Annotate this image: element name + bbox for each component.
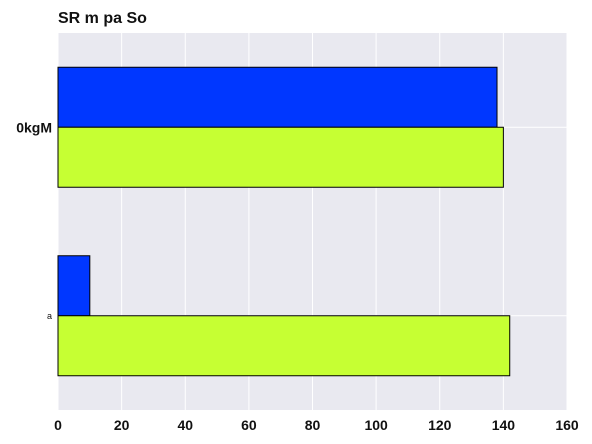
bar-blue	[57, 255, 91, 317]
x-tick-label: 140	[492, 417, 516, 433]
x-tick-label: 80	[305, 417, 321, 433]
x-tick-label: 160	[555, 417, 579, 433]
bars	[57, 66, 511, 377]
y-tick-label: 0kgM	[16, 119, 52, 135]
bar-green	[57, 126, 504, 188]
x-tick-label: 0	[54, 417, 62, 433]
x-axis-ticks: 0 20 40 60 80 100 120 140 160	[54, 417, 579, 433]
x-tick-label: 40	[177, 417, 193, 433]
x-tick-label: 20	[114, 417, 130, 433]
x-tick-label: 100	[364, 417, 388, 433]
x-tick-label: 60	[241, 417, 257, 433]
bar-green	[57, 315, 511, 377]
y-tick-label: a	[47, 311, 52, 321]
y-axis-ticks: 0kgM a	[16, 119, 52, 321]
chart-title: SR m pa So	[58, 10, 147, 27]
bar-blue	[57, 66, 498, 128]
x-tick-label: 120	[428, 417, 452, 433]
